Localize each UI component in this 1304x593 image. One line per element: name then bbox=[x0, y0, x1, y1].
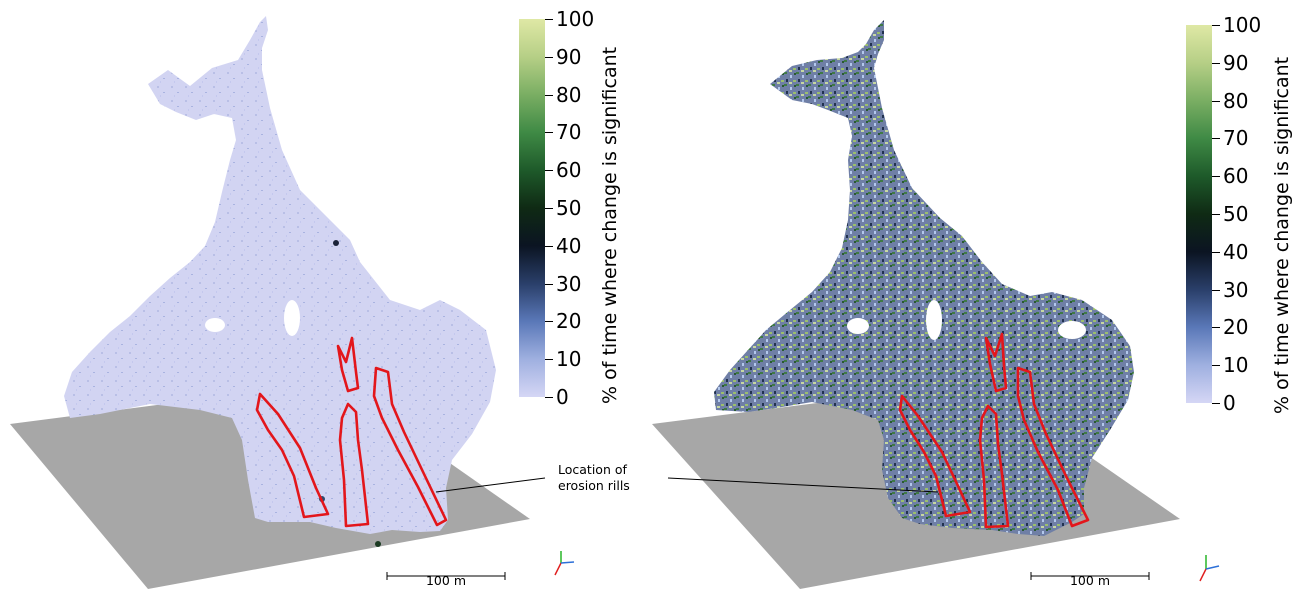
colorbar-tick bbox=[545, 321, 553, 323]
colorbar-tick-label: 100 bbox=[556, 7, 595, 31]
colorbar-tick-label: 30 bbox=[556, 271, 582, 296]
colorbar-tick-label: 10 bbox=[1223, 353, 1249, 378]
rill-outline-2 bbox=[898, 394, 972, 518]
colorbar-tick bbox=[1212, 214, 1220, 215]
erosion-rill-outlines bbox=[898, 332, 1090, 529]
colorbar-tick bbox=[545, 359, 553, 361]
colorbar-tick-label: 40 bbox=[1223, 239, 1249, 264]
colorbar-tick bbox=[545, 132, 553, 134]
colorbar-tick-label: 20 bbox=[556, 309, 582, 334]
right-map-panel: % of time where change is significant 10… bbox=[652, 0, 1304, 593]
rill-outline-3 bbox=[338, 402, 370, 528]
colorbar-tick-label: 50 bbox=[556, 196, 582, 220]
left-point-cloud-view bbox=[10, 16, 575, 589]
annotation-location-of-erosion-rills: Location of erosion rills bbox=[558, 462, 630, 493]
scale-bar-label: 100 m bbox=[1069, 573, 1110, 588]
annotation-leader-right bbox=[667, 477, 939, 493]
colorbar-tick-label: 70 bbox=[556, 120, 582, 145]
annotation-leader-left bbox=[435, 477, 546, 493]
colorbar-tick bbox=[545, 56, 553, 58]
rill-outline-2 bbox=[255, 392, 330, 519]
colorbar-tick-label: 0 bbox=[556, 385, 569, 409]
erosion-rill-outlines bbox=[255, 336, 448, 528]
colorbar-tick bbox=[545, 94, 553, 96]
axis-triad-icon bbox=[554, 551, 575, 576]
colorbar-tick-label: 40 bbox=[556, 233, 582, 258]
colorbar-tick bbox=[545, 208, 553, 209]
colorbar-tick-label: 20 bbox=[1223, 315, 1249, 340]
colorbar-tick-label: 60 bbox=[1223, 164, 1249, 189]
scale-bar-label: 100 m bbox=[425, 573, 466, 588]
colorbar-tick bbox=[545, 19, 553, 20]
colorbar-title: % of time where change is significant bbox=[599, 46, 621, 404]
rill-outline-4 bbox=[1016, 366, 1090, 528]
scale-bar bbox=[386, 566, 506, 580]
colorbar-tick-label: 80 bbox=[556, 82, 582, 107]
right-point-cloud-view bbox=[652, 20, 1220, 589]
colorbar-tick bbox=[1212, 327, 1220, 329]
colorbar-tick-label: 90 bbox=[1223, 50, 1249, 75]
point-cloud-surface bbox=[64, 16, 496, 534]
rill-outline-4 bbox=[372, 366, 448, 527]
colorbar-tick-label: 50 bbox=[1223, 202, 1249, 226]
colorbar-tick-label: 70 bbox=[1223, 126, 1249, 151]
colorbar-title: % of time where change is significant bbox=[1271, 56, 1293, 414]
colorbar-tick bbox=[545, 397, 553, 398]
colorbar-tick-label: 80 bbox=[1223, 88, 1249, 113]
colorbar-gradient bbox=[1186, 25, 1212, 403]
colorbar-tick-label: 0 bbox=[1223, 391, 1236, 415]
point-cloud-surface bbox=[714, 20, 1134, 536]
colorbar-tick bbox=[1212, 403, 1220, 404]
colorbar-tick bbox=[1212, 25, 1220, 26]
rill-outline-1 bbox=[984, 332, 1008, 393]
colorbar-tick-label: 30 bbox=[1223, 277, 1249, 302]
colorbar-tick bbox=[1212, 138, 1220, 140]
colorbar-gradient bbox=[519, 19, 545, 397]
colorbar-tick bbox=[1212, 62, 1220, 64]
rill-outline-1 bbox=[336, 336, 360, 393]
colorbar-tick-label: 90 bbox=[556, 44, 582, 69]
left-map-panel: % of time where change is significant 10… bbox=[10, 7, 621, 589]
colorbar-tick bbox=[545, 170, 553, 172]
colorbar-tick bbox=[545, 283, 553, 285]
colorbar-tick-label: 60 bbox=[556, 158, 582, 183]
colorbar-tick-label: 10 bbox=[556, 347, 582, 372]
colorbar-tick bbox=[1212, 365, 1220, 367]
colorbar-tick bbox=[1212, 251, 1220, 253]
colorbar-tick-label: 100 bbox=[1223, 13, 1262, 37]
colorbar-tick bbox=[1212, 289, 1220, 291]
axis-triad-icon bbox=[1199, 555, 1220, 582]
rill-outline-3 bbox=[978, 404, 1010, 529]
colorbar-tick bbox=[545, 245, 553, 247]
colorbar-tick bbox=[1212, 176, 1220, 178]
scale-bar bbox=[1030, 566, 1150, 580]
colorbar-tick bbox=[1212, 100, 1220, 102]
